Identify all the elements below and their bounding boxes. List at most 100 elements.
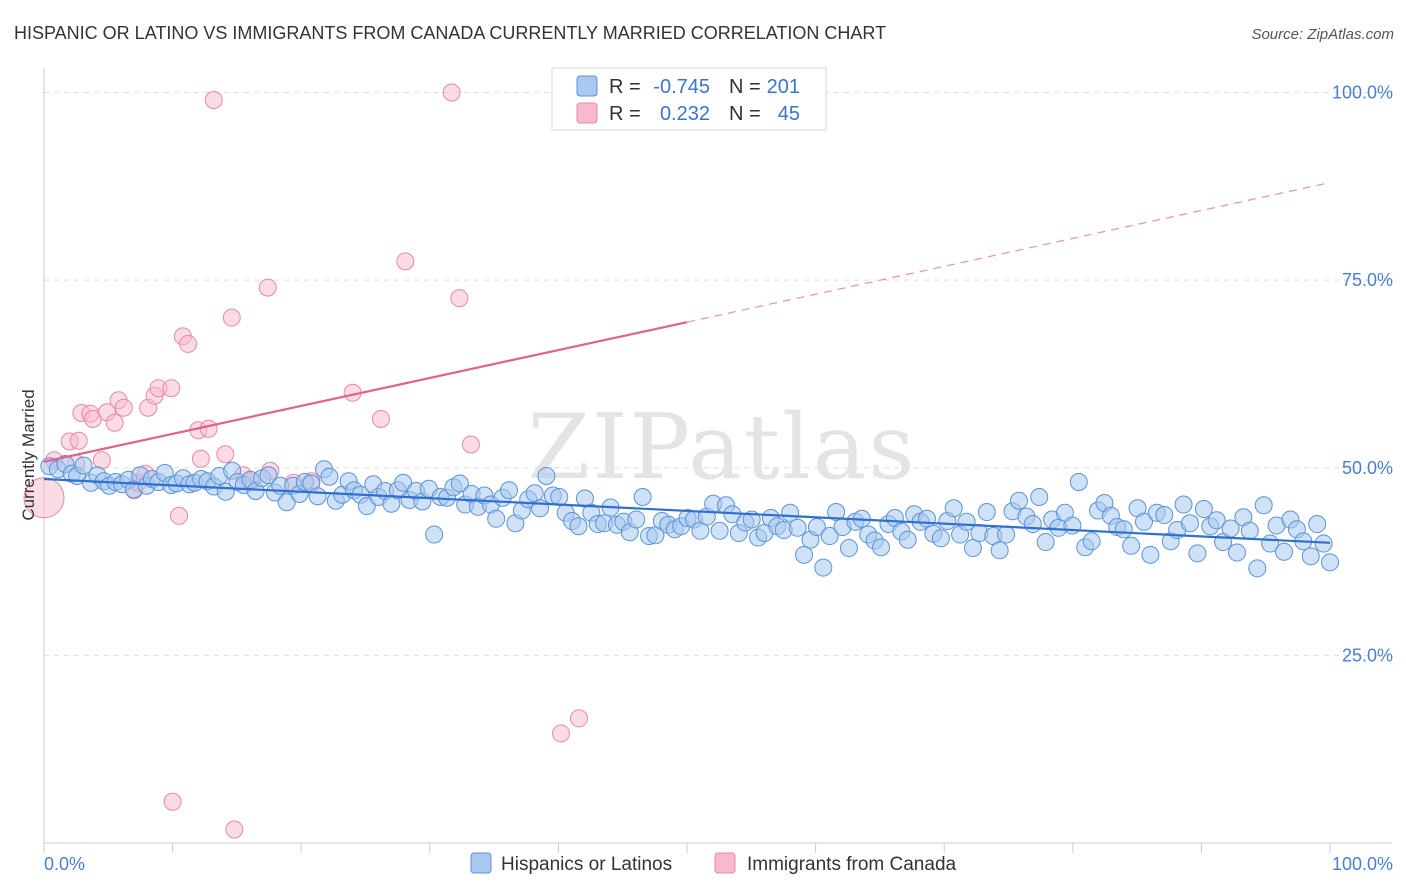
blue-point-94 <box>627 510 646 529</box>
pink-point-40 <box>442 83 461 102</box>
trend-lines <box>43 181 1331 544</box>
blue-point-169 <box>1114 520 1133 539</box>
blue-point-190 <box>1254 496 1273 515</box>
blue-point-156 <box>1030 488 1049 507</box>
pink-point-10 <box>105 413 124 432</box>
pink-point-21 <box>170 506 189 525</box>
blue-point-162 <box>1069 473 1088 492</box>
blue-point-151 <box>997 525 1016 544</box>
pink-point-25 <box>191 449 210 468</box>
blue-point-43 <box>308 487 327 506</box>
legend-r-label-pink: R = <box>609 103 641 125</box>
pink-point-44 <box>569 709 588 728</box>
blue-point-179 <box>1180 514 1199 533</box>
legend-n-label-pink: N = <box>729 103 761 125</box>
pink-point-12 <box>114 398 133 417</box>
grid-lines <box>44 92 1392 656</box>
blue-point-85 <box>569 517 588 536</box>
blue-point-118 <box>781 503 800 522</box>
pink-series-points <box>23 83 588 839</box>
pink-point-33 <box>258 278 277 297</box>
blue-point-178 <box>1174 495 1193 514</box>
blue-point-180 <box>1188 544 1207 563</box>
pink-trend-line <box>43 321 688 463</box>
watermark: ZIPatlas <box>527 395 916 500</box>
blue-point-122 <box>807 518 826 537</box>
legend-swatch-blue <box>576 75 598 97</box>
pink-point-30 <box>225 820 244 839</box>
pink-trend-line-dashed <box>686 181 1331 323</box>
pink-point-8 <box>92 451 111 470</box>
bottom-legend: Hispanics or Latinos Immigrants from Can… <box>470 852 957 875</box>
legend-swatch-pink <box>576 102 598 124</box>
blue-point-127 <box>839 539 858 558</box>
blue-point-164 <box>1082 532 1101 551</box>
bottom-legend-label-blue: Hispanics or Latinos <box>501 854 672 875</box>
blue-point-153 <box>1009 491 1028 510</box>
blue-point-5 <box>74 456 93 475</box>
blue-point-186 <box>1227 543 1246 562</box>
blue-point-82 <box>550 488 569 507</box>
legend-r-value-blue: -0.745 <box>653 76 710 98</box>
pink-point-42 <box>461 435 480 454</box>
pink-point-41 <box>450 289 469 308</box>
blue-point-45 <box>320 467 339 486</box>
pink-point-0 <box>23 477 65 519</box>
stats-legend: R = -0.745 N = 201 R = 0.232 N = 45 <box>551 67 827 131</box>
axes <box>43 68 1392 853</box>
pink-point-26 <box>199 419 218 438</box>
blue-point-157 <box>1036 533 1055 552</box>
blue-point-80 <box>537 467 556 486</box>
blue-point-155 <box>1023 515 1042 534</box>
blue-point-35 <box>259 466 278 485</box>
blue-point-123 <box>814 558 833 577</box>
blue-point-124 <box>820 527 839 546</box>
blue-point-181 <box>1194 500 1213 519</box>
pink-point-28 <box>216 445 235 464</box>
x-tick-label-0: 0.0% <box>44 854 85 874</box>
blue-point-125 <box>827 503 846 522</box>
blue-point-119 <box>788 518 807 537</box>
blue-point-120 <box>795 545 814 564</box>
blue-point-57 <box>394 473 413 492</box>
blue-point-175 <box>1155 506 1174 525</box>
pink-point-39 <box>396 252 415 271</box>
bottom-legend-swatch-pink <box>714 852 736 874</box>
legend-r-value-pink: 0.232 <box>660 103 710 125</box>
bottom-legend-label-pink: Immigrants from Canada <box>747 854 957 875</box>
pink-point-43 <box>551 724 570 743</box>
pink-point-27 <box>204 91 223 110</box>
blue-point-38 <box>277 493 296 512</box>
blue-point-197 <box>1301 547 1320 566</box>
chart-title: HISPANIC OR LATINO VS IMMIGRANTS FROM CA… <box>14 23 886 43</box>
legend-r-label-blue: R = <box>609 76 641 98</box>
legend-n-value-pink: 45 <box>778 103 800 125</box>
blue-point-172 <box>1134 512 1153 531</box>
blue-point-95 <box>633 488 652 507</box>
x-tick-label-1: 100.0% <box>1332 854 1393 874</box>
blue-point-200 <box>1321 553 1339 572</box>
blue-point-143 <box>944 499 963 518</box>
blue-point-78 <box>525 484 544 503</box>
bottom-legend-swatch-blue <box>470 852 492 874</box>
blue-point-141 <box>931 529 950 548</box>
tick-labels: 25.0% 50.0% 75.0% 100.0% 0.0% 100.0% <box>44 83 1393 874</box>
y-tick-label-0: 25.0% <box>1342 645 1393 665</box>
pink-point-38 <box>371 409 390 428</box>
blue-point-198 <box>1308 515 1327 534</box>
blue-point-132 <box>872 538 891 557</box>
y-tick-label-2: 75.0% <box>1342 270 1393 290</box>
legend-n-value-blue: 201 <box>767 76 800 98</box>
blue-point-188 <box>1240 521 1259 540</box>
blue-point-183 <box>1207 511 1226 530</box>
chart-source: Source: ZipAtlas.com <box>1251 26 1394 43</box>
y-tick-label-1: 50.0% <box>1342 458 1393 478</box>
stats-legend-box <box>551 67 827 131</box>
blue-point-107 <box>710 521 729 540</box>
blue-point-66 <box>450 474 469 493</box>
blue-point-193 <box>1275 542 1294 561</box>
blue-point-74 <box>500 481 519 500</box>
blue-trend-line <box>43 477 1331 544</box>
blue-point-170 <box>1122 536 1141 555</box>
